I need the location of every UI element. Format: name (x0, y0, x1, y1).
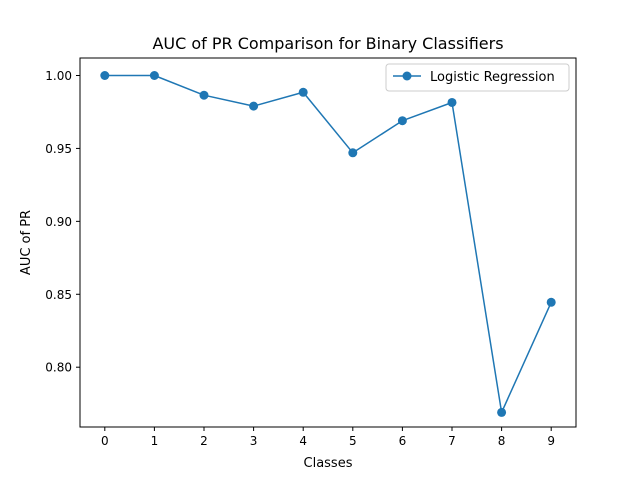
data-point (397, 116, 407, 126)
legend-label: Logistic Regression (430, 70, 555, 85)
x-tick-label: 2 (200, 434, 208, 448)
x-tick-label: 8 (498, 434, 506, 448)
y-tick-label: 1.00 (45, 69, 72, 83)
data-point (447, 97, 457, 107)
x-axis-label: Classes (304, 456, 353, 471)
x-tick-label: 9 (547, 434, 555, 448)
data-point (149, 71, 159, 81)
y-tick-label: 0.95 (45, 142, 72, 156)
x-tick-label: 1 (151, 434, 159, 448)
x-tick-label: 7 (448, 434, 456, 448)
plot-area (79, 57, 577, 428)
y-tick-label: 0.90 (45, 215, 72, 229)
data-point (546, 297, 556, 307)
y-axis: 0.80 0.85 0.90 0.95 1.00 (45, 69, 80, 375)
data-point (100, 71, 110, 81)
x-tick-label: 5 (349, 434, 357, 448)
y-tick-label: 0.85 (45, 288, 72, 302)
data-point (249, 101, 259, 111)
series-line (104, 74, 552, 414)
x-axis: 0 1 2 3 4 5 6 7 8 9 (101, 427, 555, 448)
x-tick-label: 0 (101, 434, 109, 448)
legend-marker-swatch (402, 71, 412, 81)
data-point (298, 87, 308, 97)
data-point (199, 90, 209, 100)
y-tick-label: 0.80 (45, 361, 72, 375)
x-tick-label: 6 (399, 434, 407, 448)
y-axis-label: AUC of PR (19, 210, 34, 275)
x-tick-label: 3 (250, 434, 258, 448)
data-point (497, 407, 507, 417)
data-point (348, 148, 358, 158)
x-tick-label: 4 (299, 434, 307, 448)
chart-title: AUC of PR Comparison for Binary Classifi… (152, 34, 503, 53)
legend-box (385, 63, 570, 92)
axes-frame (79, 57, 577, 428)
legend: Logistic Regression (385, 63, 570, 92)
series-layer (100, 71, 556, 417)
